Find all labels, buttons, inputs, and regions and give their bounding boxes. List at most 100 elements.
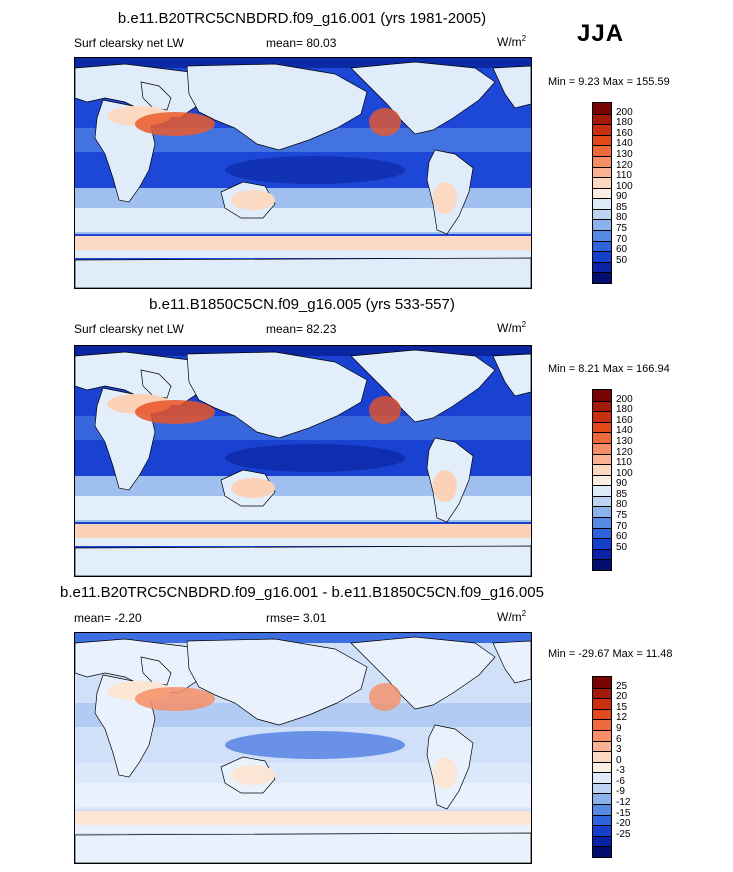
colorbar-swatch <box>593 113 611 125</box>
panel-2-map <box>74 345 532 577</box>
colorbar-tick-label: 50 <box>616 541 628 553</box>
colorbar-tick-label: 25 <box>616 680 628 692</box>
colorbar-tick-label: 160 <box>616 414 633 426</box>
colorbar-tick-label: 90 <box>616 478 628 490</box>
colorbar-tick-label: -9 <box>616 786 625 798</box>
colorbar-tick-label: 140 <box>616 138 633 150</box>
colorbar-swatch <box>593 527 611 539</box>
colorbar-swatch <box>593 814 611 826</box>
colorbar-tick-label: 70 <box>616 520 628 532</box>
panel-3-units: W/m2 <box>497 609 527 624</box>
colorbar-tick-label: 85 <box>616 201 628 213</box>
colorbar-tick-label: 200 <box>616 393 633 405</box>
colorbar-tick-label: 160 <box>616 127 633 139</box>
colorbar-swatch <box>593 442 611 454</box>
colorbar-tick-label: -25 <box>616 828 631 840</box>
panel-1-map <box>74 57 532 289</box>
colorbar-tick-label: -3 <box>616 765 625 777</box>
colorbar-swatch <box>593 825 611 836</box>
colorbar-tick-label: 50 <box>616 254 628 266</box>
colorbar-swatch <box>593 804 611 815</box>
colorbar-tick-label: 90 <box>616 191 628 203</box>
colorbar-tick-label: 100 <box>616 180 633 192</box>
colorbar-swatch <box>593 485 611 496</box>
panel-2-units: W/m2 <box>497 320 527 335</box>
colorbar-tick-label: 100 <box>616 467 633 479</box>
colorbar-tick-label: 70 <box>616 233 628 245</box>
panel-2-colorbar <box>592 389 612 571</box>
colorbar-tick-label: 12 <box>616 712 628 724</box>
colorbar-swatch <box>593 782 611 794</box>
colorbar-swatch <box>593 548 611 560</box>
colorbar-tick-label: 80 <box>616 499 628 511</box>
panel-3-rmse-label: rmse= 3.01 <box>266 611 327 625</box>
panel-2-min-max: Min = 8.21 Max = 166.94 <box>548 363 670 375</box>
panel-2-mean-label: mean= 82.23 <box>266 322 337 336</box>
colorbar-swatch <box>593 432 611 443</box>
colorbar-swatch <box>593 411 611 422</box>
colorbar-swatch <box>593 729 611 741</box>
colorbar-swatch <box>593 187 611 199</box>
colorbar-swatch <box>593 261 611 273</box>
colorbar-tick-label: 60 <box>616 244 628 256</box>
colorbar-tick-label: -20 <box>616 818 631 830</box>
panel-1-mean-label: mean= 80.03 <box>266 36 337 50</box>
colorbar-swatch <box>593 230 611 241</box>
colorbar-swatch <box>593 687 611 699</box>
colorbar-tick-label: 130 <box>616 148 633 160</box>
colorbar-swatch <box>593 421 611 433</box>
season-label: JJA <box>577 20 625 47</box>
colorbar-swatch <box>593 698 611 709</box>
colorbar-tick-label: 180 <box>616 404 633 416</box>
colorbar-tick-label: 60 <box>616 531 628 543</box>
colorbar-swatch <box>593 835 611 847</box>
colorbar-swatch <box>593 708 611 720</box>
colorbar-swatch <box>593 772 611 783</box>
colorbar-swatch <box>593 208 611 220</box>
colorbar-swatch <box>593 740 611 752</box>
colorbar-swatch <box>593 400 611 412</box>
colorbar-tick-label: 15 <box>616 701 628 713</box>
colorbar-swatch <box>593 677 611 688</box>
panel-1-title: b.e11.B20TRC5CNBDRD.f09_g16.001 (yrs 198… <box>117 10 487 27</box>
colorbar-tick-label: 6 <box>616 733 622 745</box>
colorbar-tick-label: -15 <box>616 807 631 819</box>
colorbar-swatch <box>593 517 611 528</box>
colorbar-swatch <box>593 390 611 401</box>
colorbar-swatch <box>593 464 611 475</box>
colorbar-swatch <box>593 559 611 570</box>
panel-2-variable-label: Surf clearsky net LW <box>74 322 184 336</box>
colorbar-tick-label: 110 <box>616 457 632 469</box>
colorbar-swatch <box>593 103 611 114</box>
colorbar-swatch <box>593 793 611 805</box>
colorbar-swatch <box>593 134 611 146</box>
panel-1-variable-label: Surf clearsky net LW <box>74 36 184 50</box>
colorbar-swatch <box>593 198 611 209</box>
colorbar-tick-label: 85 <box>616 488 628 500</box>
colorbar-swatch <box>593 251 611 262</box>
panel-2-title: b.e11.B1850C5CN.f09_g16.005 (yrs 533-557… <box>149 296 455 313</box>
colorbar-tick-label: 80 <box>616 212 628 224</box>
colorbar-tick-label: 75 <box>616 510 628 522</box>
colorbar-swatch <box>593 846 611 857</box>
colorbar-tick-label: 120 <box>616 159 633 171</box>
colorbar-swatch <box>593 474 611 486</box>
colorbar-tick-label: 9 <box>616 722 622 734</box>
colorbar-swatch <box>593 240 611 252</box>
colorbar-swatch <box>593 719 611 730</box>
panel-1-units: W/m2 <box>497 34 527 49</box>
colorbar-tick-label: 75 <box>616 223 628 235</box>
colorbar-tick-label: -6 <box>616 775 625 787</box>
colorbar-tick-label: 3 <box>616 744 622 756</box>
colorbar-tick-label: 110 <box>616 170 632 182</box>
colorbar-swatch <box>593 495 611 507</box>
colorbar-tick-label: 200 <box>616 106 633 118</box>
panel-1-min-max: Min = 9.23 Max = 155.59 <box>548 76 670 88</box>
panel-3-mean-label: mean= -2.20 <box>74 611 142 625</box>
colorbar-swatch <box>593 124 611 135</box>
colorbar-tick-label: 130 <box>616 435 633 447</box>
colorbar-swatch <box>593 453 611 465</box>
colorbar-swatch <box>593 177 611 188</box>
colorbar-swatch <box>593 145 611 156</box>
colorbar-tick-label: 140 <box>616 425 633 437</box>
